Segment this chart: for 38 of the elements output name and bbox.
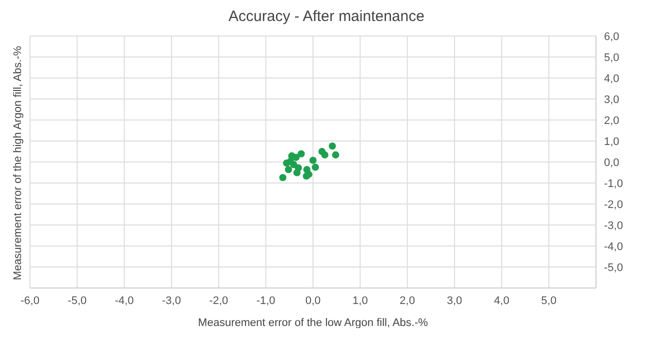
y-tick-label: 1,0 xyxy=(604,136,620,148)
point xyxy=(321,151,328,158)
point xyxy=(279,174,286,182)
x-tick-label: 5,0 xyxy=(541,294,556,307)
point xyxy=(284,166,292,174)
x-tick-label: -3,0 xyxy=(162,294,181,307)
x-tick-label: -5,0 xyxy=(68,294,87,307)
point xyxy=(305,170,312,178)
point xyxy=(282,159,290,167)
y-tick-label: 2,0 xyxy=(604,114,620,127)
y-tick-label: 4,0 xyxy=(604,72,620,85)
x-axis-title: Measurement error of the low Argon fill, Abs.-% xyxy=(198,317,428,329)
x-tick-label: 3,0 xyxy=(446,294,462,307)
y-tick-label: 3,0 xyxy=(604,94,620,106)
x-tick-label: -1,0 xyxy=(256,294,276,307)
chart-title: Accuracy - After maintenance xyxy=(228,8,426,27)
x-tick-label: 2,0 xyxy=(400,294,415,307)
x-tick-label: -2,0 xyxy=(209,294,228,307)
point xyxy=(328,142,336,150)
point xyxy=(312,164,319,171)
point xyxy=(309,156,317,164)
point xyxy=(332,151,340,158)
y-tick-label: -5,0 xyxy=(604,262,623,274)
x-tick-label: -4,0 xyxy=(114,294,134,307)
point xyxy=(298,150,305,158)
y-axis-title: Measurement error of the high Argon fill, Abs.-% xyxy=(12,46,24,280)
y-tick-label: -1,0 xyxy=(604,178,623,190)
x-tick-label: 0,0 xyxy=(305,294,321,307)
y-tick-label: -3,0 xyxy=(604,220,623,232)
x-tick-label: 4,0 xyxy=(494,294,510,307)
y-tick-label: -2,0 xyxy=(604,198,623,211)
y-tick-label: 0,0 xyxy=(604,156,620,169)
x-tick-label: -6,0 xyxy=(20,294,40,307)
x-tick-label: 1,0 xyxy=(352,294,368,307)
y-tick-label: 5,0 xyxy=(604,52,620,64)
y-tick-label: -4,0 xyxy=(604,240,623,253)
y-tick-label: 6,0 xyxy=(604,30,620,43)
point xyxy=(294,164,302,172)
